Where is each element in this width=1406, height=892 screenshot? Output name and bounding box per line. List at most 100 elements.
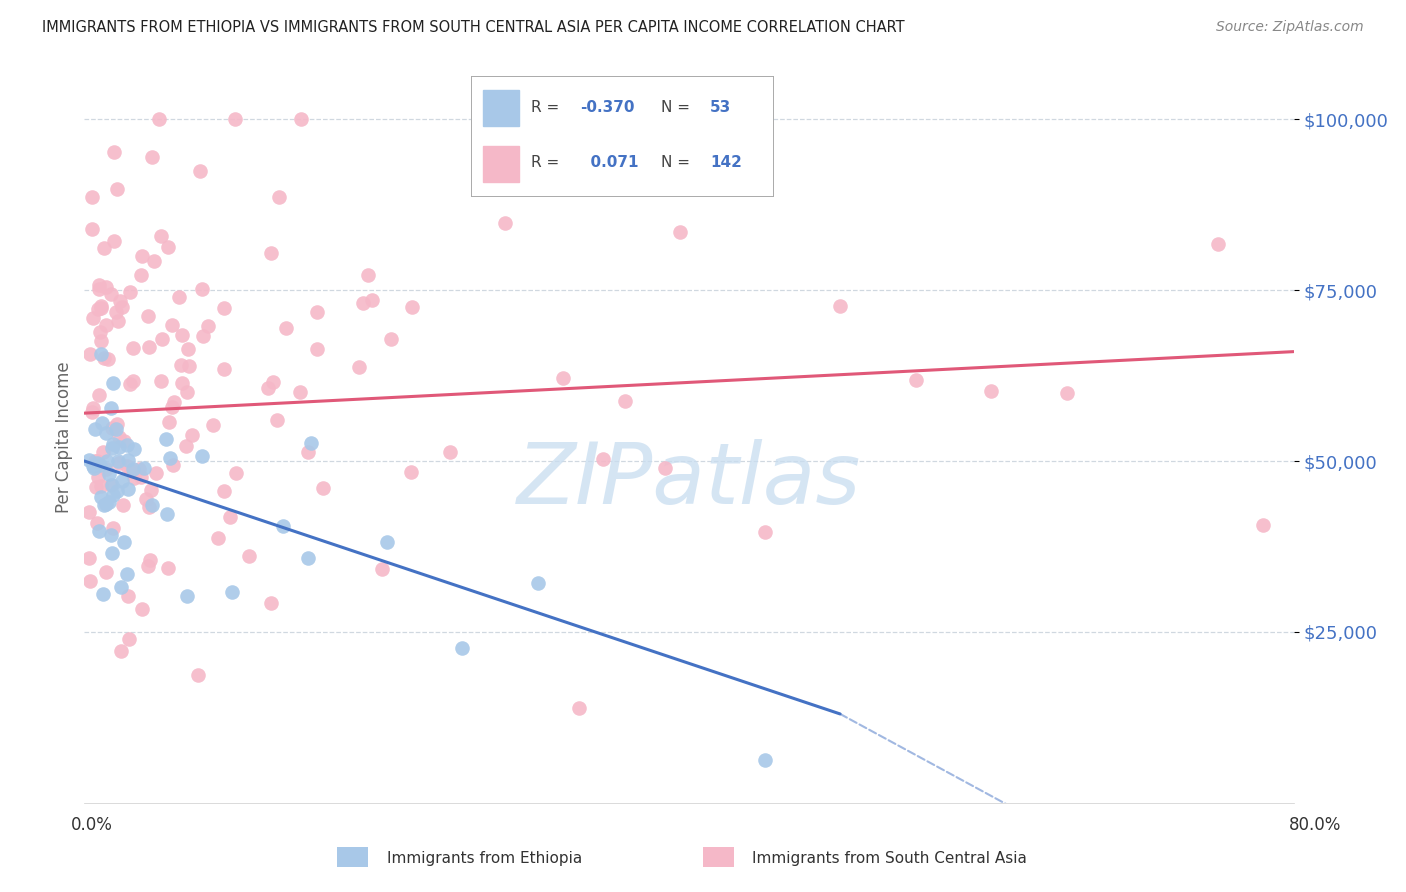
Point xyxy=(103,234,125,248)
Point xyxy=(129,268,152,283)
Point xyxy=(90,347,112,361)
Point xyxy=(904,373,927,387)
Point xyxy=(82,405,104,419)
Point xyxy=(177,359,200,373)
Point xyxy=(150,333,173,347)
Point xyxy=(357,268,380,283)
Point xyxy=(176,590,198,604)
Point xyxy=(94,425,117,440)
Point xyxy=(90,491,112,505)
Point xyxy=(101,521,124,535)
Point xyxy=(399,465,422,479)
Point xyxy=(108,294,131,309)
Point xyxy=(352,296,374,310)
Point xyxy=(139,483,162,497)
Point xyxy=(136,309,159,323)
Point xyxy=(100,528,122,542)
Point xyxy=(131,249,153,263)
Point xyxy=(592,452,614,467)
Text: -0.370: -0.370 xyxy=(579,100,634,115)
Point xyxy=(1206,237,1229,252)
Point xyxy=(193,328,215,343)
Point xyxy=(830,300,852,314)
Text: R =: R = xyxy=(531,155,560,170)
Point xyxy=(553,371,575,385)
Point xyxy=(122,341,145,355)
Point xyxy=(110,300,132,314)
Point xyxy=(79,574,101,588)
Point xyxy=(307,343,329,357)
Point xyxy=(122,461,145,475)
Point xyxy=(180,428,202,442)
Point xyxy=(150,229,173,244)
Point xyxy=(82,459,104,474)
Point xyxy=(260,596,283,610)
Point xyxy=(107,440,129,454)
Point xyxy=(197,319,219,334)
Point xyxy=(156,561,179,575)
Point xyxy=(86,454,108,468)
Point xyxy=(115,458,138,473)
Point xyxy=(117,453,139,467)
Point xyxy=(93,240,115,254)
Point xyxy=(89,277,111,292)
Point xyxy=(212,484,235,499)
Point xyxy=(108,456,131,470)
Point xyxy=(93,498,115,512)
Point xyxy=(91,416,114,430)
Point xyxy=(380,332,402,346)
Point xyxy=(138,559,160,574)
Point xyxy=(79,347,101,361)
Point xyxy=(191,282,214,296)
Point xyxy=(134,461,156,475)
Point xyxy=(155,433,177,447)
Point xyxy=(172,328,194,343)
Point xyxy=(271,518,294,533)
Point xyxy=(86,516,108,531)
Point xyxy=(89,387,111,401)
Point xyxy=(170,358,193,372)
Point xyxy=(163,395,186,409)
Point xyxy=(90,299,112,313)
Point xyxy=(110,580,132,594)
Point xyxy=(141,150,163,164)
Point xyxy=(82,401,104,415)
Text: 80.0%: 80.0% xyxy=(1288,816,1341,834)
Point xyxy=(100,286,122,301)
Point xyxy=(80,222,103,236)
Point xyxy=(187,668,209,682)
Point xyxy=(120,464,142,478)
Point xyxy=(101,376,124,390)
Point xyxy=(128,462,150,476)
Point xyxy=(262,376,284,390)
Point xyxy=(290,112,312,127)
Point xyxy=(97,352,120,367)
Point xyxy=(138,340,160,354)
Point xyxy=(312,481,335,495)
Point xyxy=(94,280,117,294)
Point xyxy=(89,458,111,473)
Point xyxy=(101,421,124,435)
Point xyxy=(299,436,322,450)
Point xyxy=(77,505,100,519)
Point xyxy=(170,376,193,390)
Point xyxy=(103,145,125,160)
Point xyxy=(568,701,591,715)
Point xyxy=(260,246,283,260)
Point xyxy=(110,644,132,658)
Point xyxy=(118,376,141,391)
Text: Immigrants from Ethiopia: Immigrants from Ethiopia xyxy=(387,851,582,865)
Point xyxy=(221,584,243,599)
Point xyxy=(754,753,776,767)
Bar xyxy=(484,145,519,182)
Point xyxy=(101,488,124,502)
Bar xyxy=(484,90,519,127)
Point xyxy=(160,318,183,333)
Point xyxy=(83,454,105,468)
Point xyxy=(654,460,676,475)
Point xyxy=(129,470,152,484)
Point xyxy=(613,394,636,409)
Point xyxy=(1251,517,1274,532)
Point xyxy=(98,494,121,508)
Point xyxy=(86,456,108,470)
